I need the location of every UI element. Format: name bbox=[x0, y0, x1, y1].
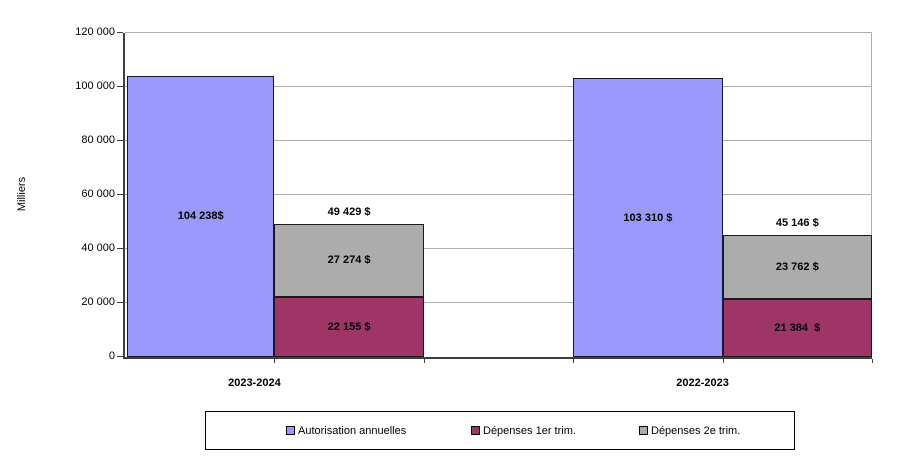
legend-item-depenses-1er-trim: Dépenses 1er trim. bbox=[471, 425, 576, 437]
gridline bbox=[125, 248, 872, 249]
y-axis-tick bbox=[117, 248, 123, 249]
y-axis-tick-label: 120 000 bbox=[75, 26, 115, 38]
bar-d-penses-1er-trim--2023-2024 bbox=[274, 297, 424, 357]
x-axis-category-label: 2022-2023 bbox=[676, 377, 729, 389]
legend-marker-square-icon bbox=[471, 426, 480, 435]
y-axis-title: Milliers bbox=[16, 176, 28, 212]
x-axis-tick bbox=[573, 359, 575, 363]
y-axis-line bbox=[123, 33, 125, 357]
y-axis-tick-label: 20 000 bbox=[81, 296, 115, 308]
y-axis-tick bbox=[117, 140, 123, 141]
stack-total-label: 45 146 $ bbox=[775, 217, 819, 230]
y-axis-tick-label: 0 bbox=[108, 350, 115, 362]
gridline bbox=[125, 32, 872, 33]
y-axis-tick bbox=[117, 86, 123, 87]
legend-marker-square-icon bbox=[286, 426, 295, 435]
bar-d-penses-2e-trim--2023-2024 bbox=[274, 223, 424, 298]
gridline bbox=[125, 86, 872, 87]
bar-value-label: 23 762 $ bbox=[775, 261, 819, 274]
y-axis-tick-label: 80 000 bbox=[81, 134, 115, 146]
y-axis-tick-label: 40 000 bbox=[81, 242, 115, 254]
bar-value-label: 104 238$ bbox=[177, 210, 224, 223]
stack-total-label: 49 429 $ bbox=[327, 205, 371, 218]
plot-border-right bbox=[871, 33, 872, 357]
gridline bbox=[125, 302, 872, 303]
bar-value-label: 22 155 $ bbox=[327, 321, 371, 334]
legend-item-depenses-2e-trim: Dépenses 2e trim. bbox=[639, 425, 740, 437]
bar-d-penses-1er-trim--2022-2023 bbox=[722, 299, 872, 357]
legend-item-autorisation-annuelles: Autorisation annuelles bbox=[286, 425, 406, 437]
x-axis-tick bbox=[423, 359, 425, 363]
bar-value-label: 27 274 $ bbox=[327, 254, 371, 267]
plot-area bbox=[117, 32, 873, 363]
bar-autorisation-annuelles-2022-2023 bbox=[573, 78, 723, 357]
legend-marker-square-icon bbox=[639, 426, 648, 435]
y-axis-tick-label: 100 000 bbox=[75, 80, 115, 92]
bar-d-penses-2e-trim--2022-2023 bbox=[722, 235, 872, 300]
y-axis-tick bbox=[117, 32, 123, 33]
bar-autorisation-annuelles-2023-2024 bbox=[127, 75, 275, 357]
bar-value-label: 103 310 $ bbox=[623, 211, 673, 224]
x-axis-line bbox=[123, 357, 872, 359]
y-axis-tick bbox=[117, 194, 123, 195]
x-axis-tick bbox=[274, 359, 276, 363]
bar-value-label: 21 384 $ bbox=[774, 322, 821, 335]
y-axis-tick bbox=[117, 356, 123, 357]
y-axis-tick bbox=[117, 302, 123, 303]
x-axis-category-label: 2023-2024 bbox=[228, 377, 281, 389]
gridline bbox=[125, 140, 872, 141]
legend-label: Autorisation annuelles bbox=[298, 424, 407, 437]
legend-label: Dépenses 1er trim. bbox=[483, 424, 576, 437]
x-axis-tick bbox=[722, 359, 724, 363]
x-axis-tick bbox=[872, 359, 873, 363]
y-axis-tick-label: 60 000 bbox=[81, 188, 115, 200]
legend: Autorisation annuelles Dépenses 1er trim… bbox=[205, 411, 795, 450]
gridline bbox=[125, 194, 872, 195]
legend-label: Dépenses 2e trim. bbox=[651, 424, 741, 437]
